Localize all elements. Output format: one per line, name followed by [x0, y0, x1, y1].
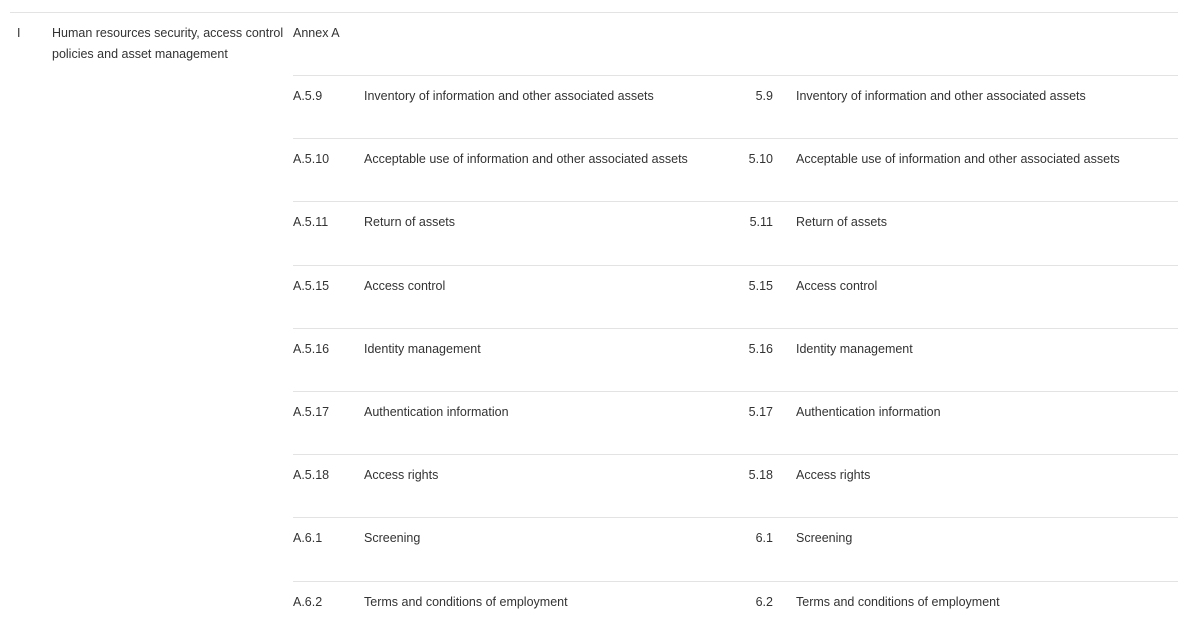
control-name: Return of assets — [796, 215, 888, 230]
row-rule — [293, 391, 1178, 392]
section-title: Human resources security, access control… — [52, 26, 284, 61]
annex-code: A.5.11 — [293, 215, 329, 230]
row-rule — [293, 75, 1178, 76]
annex-code: A.5.16 — [293, 341, 330, 356]
top-rule — [10, 12, 1178, 13]
annex-code: A.5.18 — [293, 468, 330, 483]
section-id: I — [17, 26, 21, 40]
control-number: 5.17 — [748, 405, 773, 419]
annex-control: Return of assets — [364, 215, 456, 230]
annex-code: A.5.17 — [293, 405, 330, 419]
control-name: Authentication information — [796, 405, 941, 419]
control-name: Access rights — [796, 468, 871, 483]
annex-control: Identity management — [364, 341, 481, 356]
control-number: 6.1 — [755, 531, 773, 546]
annex-code: A.5.15 — [293, 278, 330, 293]
control-number: 5.16 — [748, 341, 773, 356]
annex-code: A.6.2 — [293, 594, 323, 609]
annex-control: Inventory of information and other assoc… — [364, 89, 654, 103]
row-rule — [293, 517, 1178, 519]
annex-control: Access rights — [364, 468, 439, 483]
annex-code: A.5.10 — [293, 152, 330, 167]
control-number: 5.15 — [748, 278, 773, 293]
annex-control: Access control — [364, 278, 446, 293]
control-number: 5.10 — [748, 152, 773, 167]
control-name: Access control — [796, 278, 878, 293]
control-number: 5.9 — [755, 89, 773, 103]
control-number: 5.18 — [748, 468, 773, 483]
control-number: 6.2 — [755, 594, 773, 609]
annex-control: Screening — [364, 531, 421, 546]
annex-control: Acceptable use of information and other … — [364, 152, 688, 167]
control-name: Screening — [796, 531, 853, 546]
annex-code: A.5.9 — [293, 89, 323, 103]
row-rule — [293, 201, 1178, 203]
annex-control: Authentication information — [364, 405, 509, 419]
control-name: Terms and conditions of employment — [796, 594, 1000, 609]
row-rule — [293, 454, 1178, 456]
row-rule — [293, 264, 1178, 266]
control-name: Identity management — [796, 341, 913, 356]
annex-label: Annex A — [293, 26, 340, 40]
control-name: Acceptable use of information and other … — [796, 152, 1120, 167]
row-rule — [293, 327, 1178, 329]
annex-code: A.6.1 — [293, 531, 323, 546]
control-name: Inventory of information and other assoc… — [796, 89, 1086, 103]
row-rule — [293, 580, 1178, 582]
annex-control: Terms and conditions of employment — [364, 594, 568, 609]
control-number: 5.11 — [749, 215, 773, 230]
row-rule — [293, 138, 1178, 140]
